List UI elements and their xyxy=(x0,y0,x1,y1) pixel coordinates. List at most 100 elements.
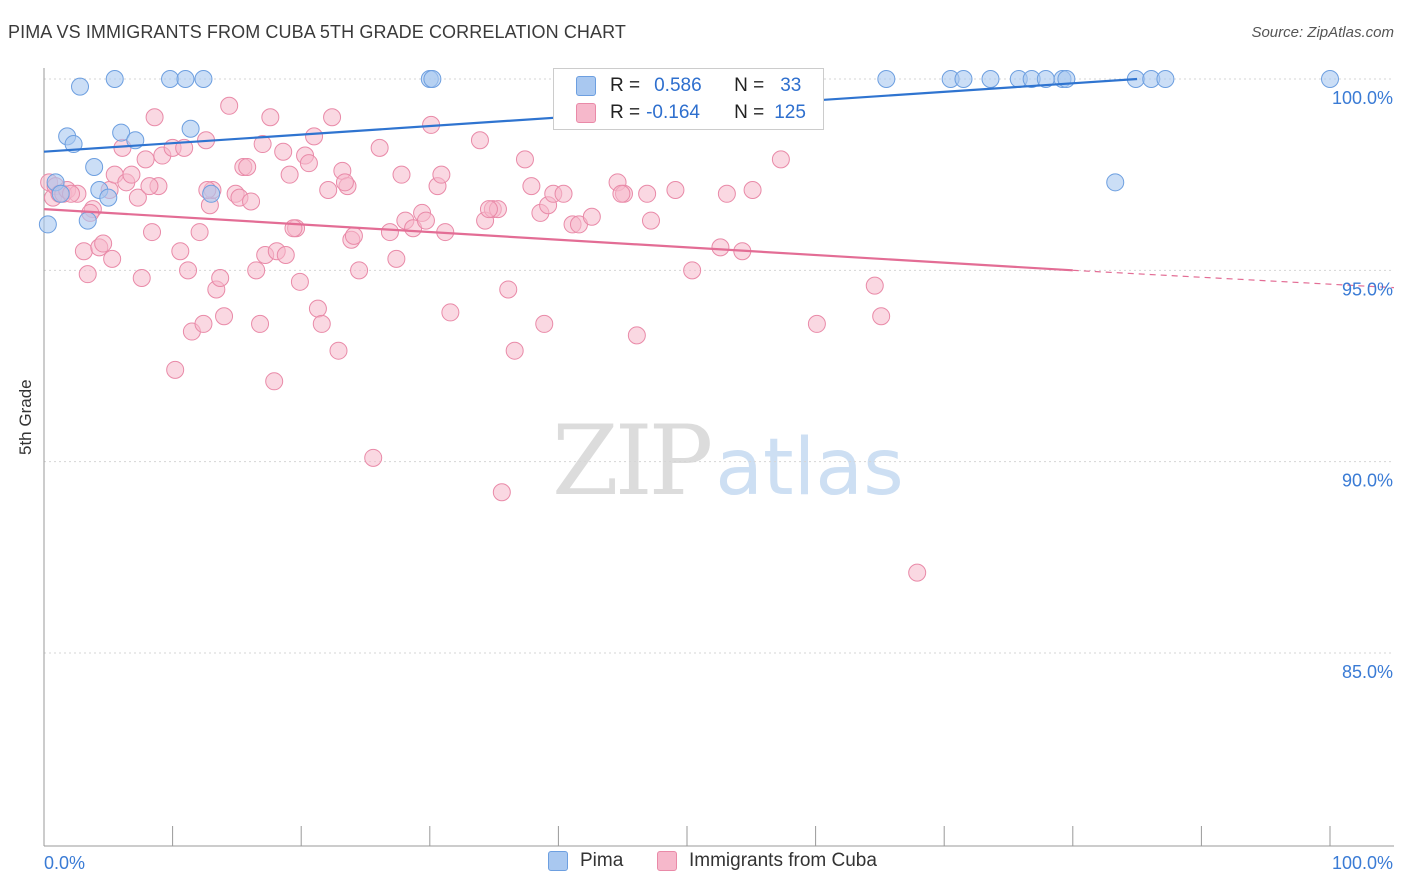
y-tick-label: 100.0% xyxy=(1332,88,1393,108)
legend-label-cuba: Immigrants from Cuba xyxy=(689,850,877,871)
cuba-point xyxy=(380,223,399,242)
cuba-trend-line xyxy=(43,208,1073,272)
pima-point xyxy=(85,158,104,177)
pima-point xyxy=(78,211,97,230)
cuba-point xyxy=(505,341,524,360)
cuba-point xyxy=(683,261,702,280)
stat-r-label: R = xyxy=(610,102,641,123)
cuba-point xyxy=(74,242,93,261)
legend-label-pima: Pima xyxy=(580,850,624,871)
cuba-point xyxy=(522,177,541,196)
cuba-point xyxy=(387,249,406,268)
cuba-point xyxy=(103,249,122,268)
cuba-point xyxy=(323,108,342,127)
cuba-point xyxy=(515,150,534,169)
cuba-point xyxy=(290,272,309,291)
cuba-point xyxy=(329,341,348,360)
legend-swatch-cuba xyxy=(657,851,677,871)
cuba-point xyxy=(743,180,762,199)
cuba-point xyxy=(612,184,631,203)
cuba-point xyxy=(166,360,185,379)
x-tick-label-left: 0.0% xyxy=(44,853,85,873)
cuba-point xyxy=(215,307,234,326)
cuba-point xyxy=(171,242,190,261)
pima-point xyxy=(1321,70,1339,88)
cuba-point xyxy=(344,226,363,245)
legend-swatch-pima xyxy=(548,851,568,871)
cuba-point xyxy=(370,138,389,157)
cuba-point xyxy=(627,326,646,345)
cuba-point xyxy=(479,200,498,219)
cuba-point xyxy=(190,223,209,242)
cuba-point xyxy=(253,135,272,154)
pima-point xyxy=(99,188,118,207)
cuba-point xyxy=(265,372,284,391)
cuba-point xyxy=(242,192,261,211)
pima-point xyxy=(954,70,973,88)
cuba-point xyxy=(392,165,411,184)
cuba-point xyxy=(128,188,147,207)
stat-row-cuba: R = -0.164 N = 125 xyxy=(576,100,806,126)
x-tick-label-right: 100.0% xyxy=(1332,853,1393,873)
pima-point xyxy=(105,70,124,88)
pima-point xyxy=(1106,173,1125,192)
cuba-point xyxy=(94,234,113,253)
legend-item-cuba: Immigrants from Cuba xyxy=(657,850,877,872)
cuba-point xyxy=(416,211,435,230)
cuba-point xyxy=(274,142,293,161)
chart-title: PIMA VS IMMIGRANTS FROM CUBA 5TH GRADE C… xyxy=(8,22,627,42)
cuba-point xyxy=(908,563,927,582)
cuba-point xyxy=(284,219,303,238)
cuba-point xyxy=(280,165,299,184)
pima-point xyxy=(51,184,70,203)
cuba-point xyxy=(179,261,198,280)
cuba-point xyxy=(865,276,884,295)
pima-point xyxy=(181,119,200,138)
cuba-point xyxy=(238,158,257,177)
pima-point xyxy=(176,70,195,88)
pima-point xyxy=(112,123,131,142)
series-cuba-points xyxy=(40,96,927,582)
cuba-point xyxy=(211,268,230,287)
y-tick-label: 95.0% xyxy=(1342,279,1393,299)
cuba-point xyxy=(335,173,354,192)
cuba-point xyxy=(717,184,736,203)
cuba-point xyxy=(308,299,327,318)
cuba-point xyxy=(711,238,730,257)
cuba-point xyxy=(807,314,826,333)
pima-point xyxy=(202,184,221,203)
stat-n-label: N = xyxy=(734,75,765,96)
cuba-point xyxy=(641,211,660,230)
tick-labels: 85.0% 90.0% 95.0% 100.0% 0.0% 100.0% xyxy=(44,88,1393,873)
stat-swatch-pima xyxy=(576,76,596,96)
cuba-point xyxy=(145,108,164,127)
pima-point xyxy=(877,70,896,88)
stat-r-label: R = xyxy=(610,75,641,96)
pima-point xyxy=(1156,70,1175,88)
pima-point xyxy=(64,135,83,154)
pima-point xyxy=(194,70,213,88)
source-label: Source: ZipAtlas.com xyxy=(1251,24,1394,41)
stat-n-value: 33 xyxy=(780,75,802,96)
cuba-point xyxy=(499,280,518,299)
cuba-point xyxy=(872,307,891,326)
stat-r-value: -0.164 xyxy=(646,102,700,123)
cuba-point xyxy=(220,96,239,115)
cuba-point xyxy=(251,314,270,333)
cuba-point xyxy=(136,150,155,169)
cuba-point xyxy=(247,261,266,280)
cuba-point xyxy=(771,150,790,169)
cuba-point xyxy=(276,246,295,265)
cuba-point xyxy=(364,448,383,467)
stats-box: R = 0.586 N = 33 R = -0.164 N = 125 xyxy=(553,68,824,130)
cuba-point xyxy=(299,154,318,173)
cuba-point xyxy=(582,207,601,226)
cuba-point xyxy=(194,314,213,333)
cuba-point xyxy=(666,180,685,199)
pima-point xyxy=(161,70,180,88)
cuba-point xyxy=(305,127,324,146)
cuba-point xyxy=(492,483,511,502)
cuba-trend-extension xyxy=(1072,269,1395,289)
cuba-point xyxy=(132,268,151,287)
